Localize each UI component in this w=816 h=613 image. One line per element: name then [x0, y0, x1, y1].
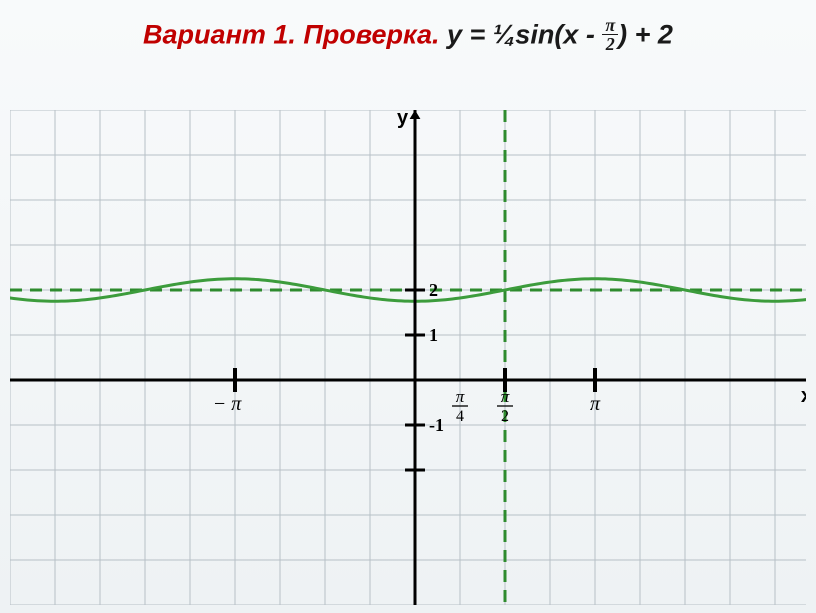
y-axis-label: y [397, 110, 409, 129]
y-tick-label: 2 [429, 280, 438, 300]
ticks: 21-1− ππ4π2π [213, 280, 601, 470]
svg-text:π: π [501, 387, 510, 406]
page-title: Вариант 1. Проверка. y = ¼sin(x - π2) + … [0, 18, 816, 55]
x-tick-label: π2 [497, 387, 513, 425]
x-tick-label: π4 [452, 387, 468, 425]
graph-svg: yx21-1− ππ4π2π [10, 110, 806, 605]
y-tick-label: -1 [429, 415, 444, 435]
title-eq-left: y = ¼sin(x - [447, 20, 602, 50]
x-tick-label: − π [213, 393, 242, 415]
title-prefix: Вариант 1. Проверка. [143, 20, 439, 50]
svg-text:π: π [456, 387, 465, 406]
grid [10, 110, 806, 605]
title-eq-right: ) + 2 [618, 20, 673, 50]
x-tick-label: π [590, 393, 601, 415]
y-tick-label: 1 [429, 325, 438, 345]
guides [10, 110, 806, 605]
svg-text:2: 2 [501, 408, 509, 425]
title-frac-num: π [602, 16, 618, 35]
axes: yx [10, 110, 806, 605]
title-frac-den: 2 [602, 35, 618, 53]
x-axis-label: x [801, 385, 806, 407]
title-fraction: π2 [602, 16, 618, 53]
graph-area: yx21-1− ππ4π2π [10, 110, 806, 605]
svg-text:4: 4 [456, 408, 464, 425]
